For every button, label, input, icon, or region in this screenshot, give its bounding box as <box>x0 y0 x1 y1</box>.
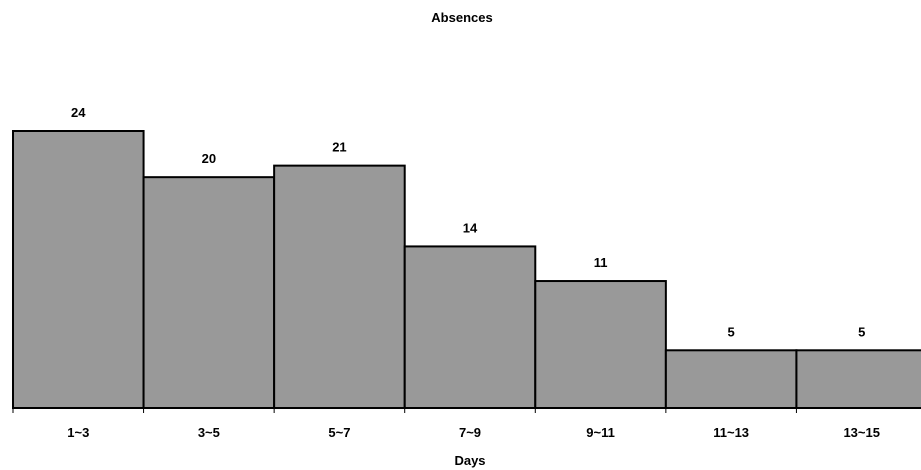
x-axis-tick-labels: 1~3 3~5 5~7 7~9 9~11 11~13 13~15 <box>67 425 880 440</box>
x-tick-label: 5~7 <box>328 425 350 440</box>
bar-13~15 <box>795 349 921 410</box>
x-tick-label: 1~3 <box>67 425 89 440</box>
x-tick-label: 9~11 <box>586 425 615 440</box>
bars-group <box>12 130 921 410</box>
bar-value-label: 11 <box>594 255 608 270</box>
x-tick-label: 11~13 <box>713 425 749 440</box>
bar-1~3 <box>12 130 145 409</box>
x-axis-title: Days <box>454 453 485 468</box>
bar-value-label: 5 <box>728 324 735 339</box>
bar-11~13 <box>664 349 798 410</box>
bar-value-label: 5 <box>858 324 865 339</box>
x-tick-label: 13~15 <box>843 425 880 440</box>
bar-9~11 <box>534 280 667 410</box>
bar-value-label: 20 <box>202 151 216 166</box>
bar-value-label: 24 <box>71 105 86 120</box>
x-tick-label: 3~5 <box>198 425 220 440</box>
x-tick-label: 7~9 <box>459 425 481 440</box>
chart-title: Absences <box>431 10 492 25</box>
bar-labels-group: 24 20 21 14 11 5 5 <box>71 105 865 339</box>
bar-value-label: 21 <box>332 140 346 155</box>
bar-3~5 <box>142 176 276 409</box>
bar-value-label: 14 <box>463 220 478 235</box>
x-axis-ticks <box>12 408 797 413</box>
bar-5~7 <box>273 164 406 410</box>
bar-7~9 <box>403 245 537 409</box>
